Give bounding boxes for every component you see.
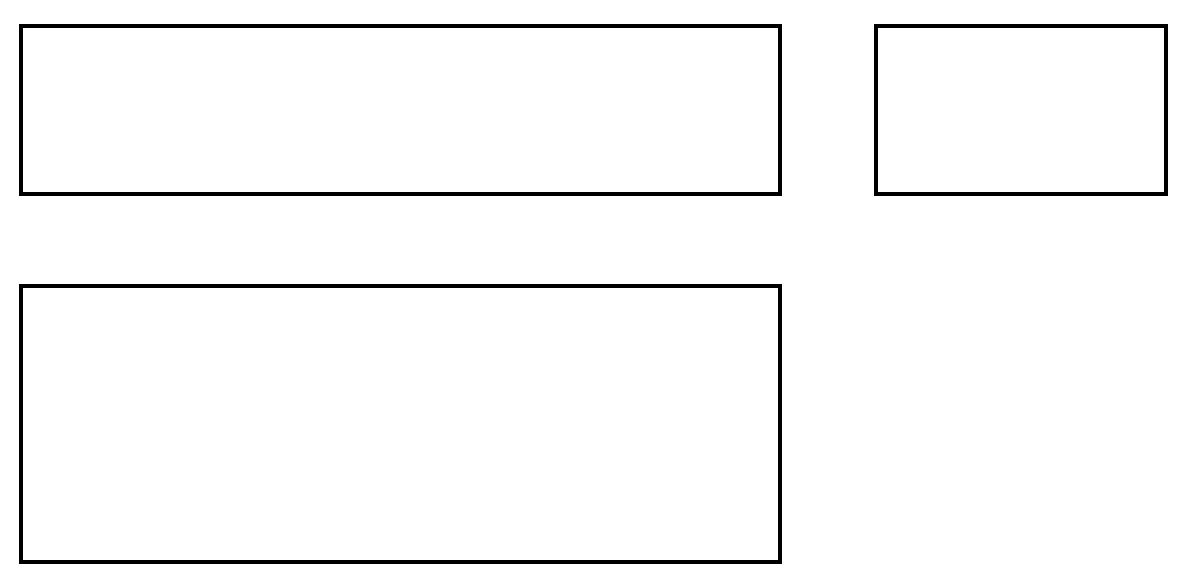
box-bottom <box>19 284 782 564</box>
box-top-left <box>19 24 782 196</box>
box-top-right <box>874 24 1168 196</box>
diagram-canvas <box>0 0 1194 579</box>
